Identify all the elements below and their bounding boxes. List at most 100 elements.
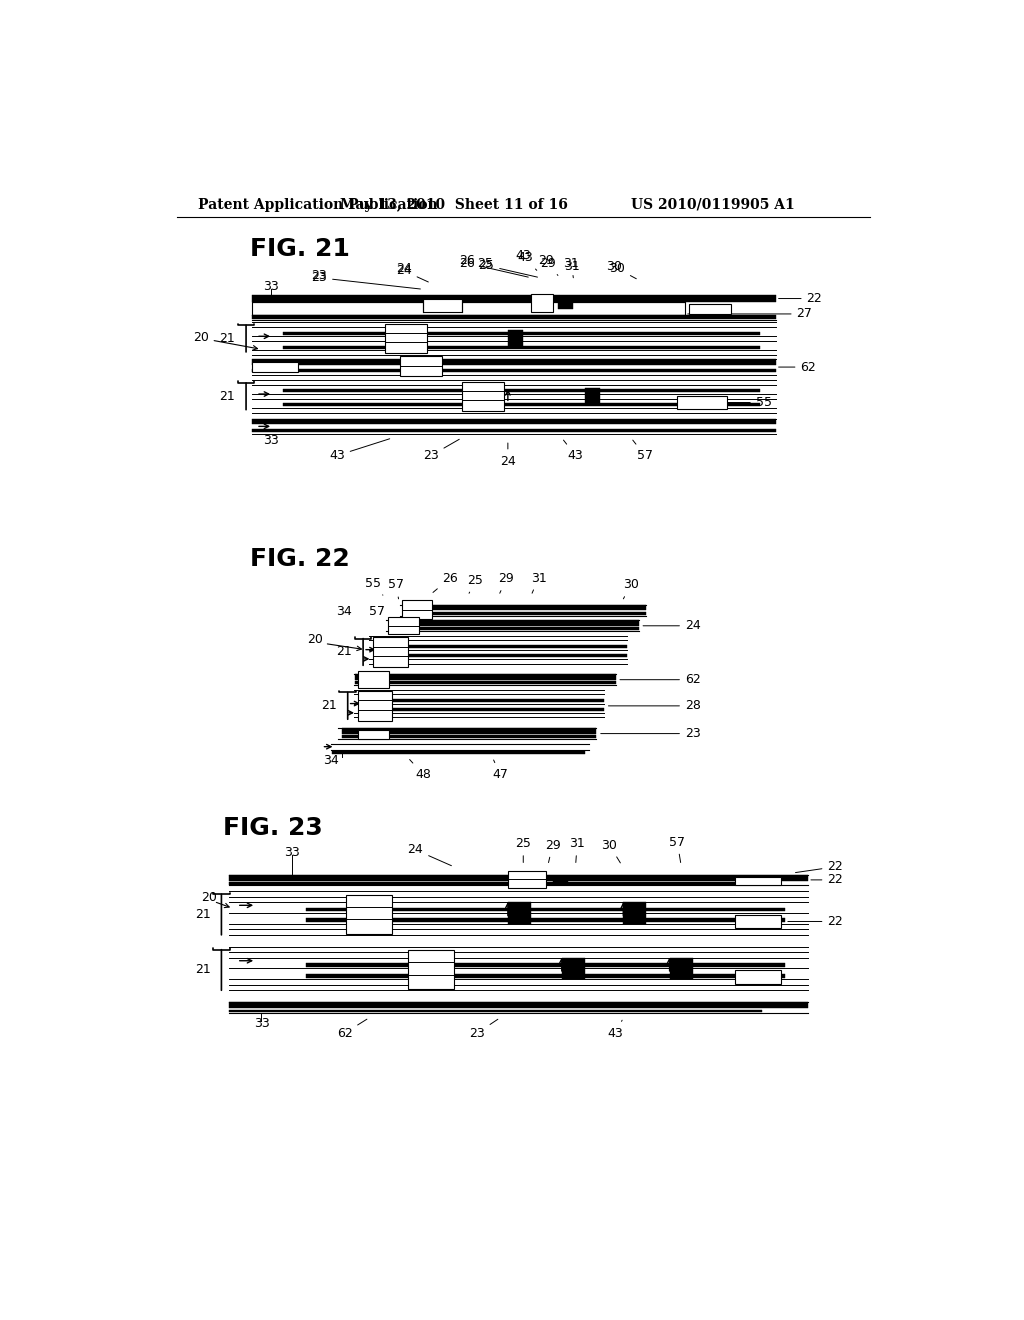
Text: 57: 57 [670,836,685,862]
Bar [508,871,547,887]
Text: 57: 57 [388,578,404,599]
Bar [252,429,776,432]
Bar [342,729,596,734]
Text: 31: 31 [564,260,580,277]
Bar [355,681,615,684]
Text: 23: 23 [311,271,421,289]
Text: 29: 29 [539,255,554,268]
Bar [624,903,646,924]
Bar [385,655,628,657]
Bar [252,296,776,302]
Text: FIG. 22: FIG. 22 [250,546,349,570]
Text: 24: 24 [396,264,428,282]
Text: 29: 29 [545,838,560,862]
Bar [689,304,731,314]
Bar [462,381,504,411]
Text: 21: 21 [195,964,211,977]
Bar [677,396,727,409]
Bar [385,323,427,354]
Bar [558,297,573,309]
Text: 43: 43 [563,440,584,462]
Bar [416,612,646,615]
Text: 30: 30 [601,838,621,863]
Bar [361,700,604,702]
Text: 23: 23 [469,1019,498,1040]
Bar [306,974,785,978]
Bar [401,627,639,631]
Bar [508,330,523,346]
Bar [508,903,531,924]
Text: 22: 22 [811,874,843,887]
Text: 22: 22 [787,915,843,928]
Text: 26: 26 [433,572,458,593]
Bar [385,645,628,648]
Text: 47: 47 [493,760,508,781]
Text: 33: 33 [285,846,300,859]
Text: 34: 34 [323,754,339,767]
Text: 33: 33 [254,1018,269,1031]
Bar [229,1010,762,1012]
Bar [252,302,685,315]
Bar [735,970,781,983]
Text: 57: 57 [370,605,385,618]
Text: 43: 43 [517,251,537,271]
Bar [553,876,568,884]
Bar [670,958,692,979]
Text: 57: 57 [633,440,653,462]
Bar [252,359,776,364]
Text: 25: 25 [478,259,538,277]
Text: 22: 22 [778,292,822,305]
Text: 23: 23 [311,269,327,282]
Text: 21: 21 [219,333,236,345]
Text: 23: 23 [601,727,700,741]
Text: 24: 24 [396,261,412,275]
Text: US 2010/0119905 A1: US 2010/0119905 A1 [631,198,795,211]
Text: 26: 26 [459,255,475,268]
Text: 55: 55 [726,396,772,409]
Text: 48: 48 [410,759,431,781]
Text: May 13, 2010  Sheet 11 of 16: May 13, 2010 Sheet 11 of 16 [340,198,568,211]
Bar [252,370,776,372]
Text: 21: 21 [195,908,211,921]
Text: 62: 62 [778,360,816,374]
Text: 26: 26 [459,256,528,277]
Text: 28: 28 [608,700,700,713]
Bar [252,315,776,319]
Text: FIG. 23: FIG. 23 [223,816,323,841]
Bar [229,874,808,880]
Bar [400,356,442,376]
Bar [357,692,392,721]
Bar [562,958,585,979]
Bar [306,908,785,911]
Bar [401,601,432,619]
Bar [361,708,604,711]
Text: 20: 20 [194,330,209,343]
Bar [408,950,454,989]
Text: 24: 24 [500,444,516,467]
Bar [735,876,781,884]
Text: 21: 21 [322,700,337,713]
Bar [283,331,761,335]
Text: 30: 30 [606,260,622,273]
Text: 24: 24 [408,843,452,866]
Bar [735,915,781,928]
Bar [388,618,419,635]
Bar [531,294,553,313]
Text: 24: 24 [643,619,700,632]
Bar [346,895,392,933]
Bar [357,730,388,739]
Text: 29: 29 [540,256,558,276]
Text: 20: 20 [201,891,217,904]
Bar [283,389,761,392]
Text: 62: 62 [337,1019,367,1040]
Bar [252,418,776,424]
Text: 21: 21 [219,389,236,403]
Bar [585,388,600,404]
Text: 21: 21 [337,645,352,659]
Bar [306,919,785,923]
Text: FIG. 21: FIG. 21 [250,238,350,261]
Text: 55: 55 [366,577,383,595]
Text: 33: 33 [263,280,279,293]
Text: 25: 25 [515,837,531,862]
Bar [333,751,585,755]
